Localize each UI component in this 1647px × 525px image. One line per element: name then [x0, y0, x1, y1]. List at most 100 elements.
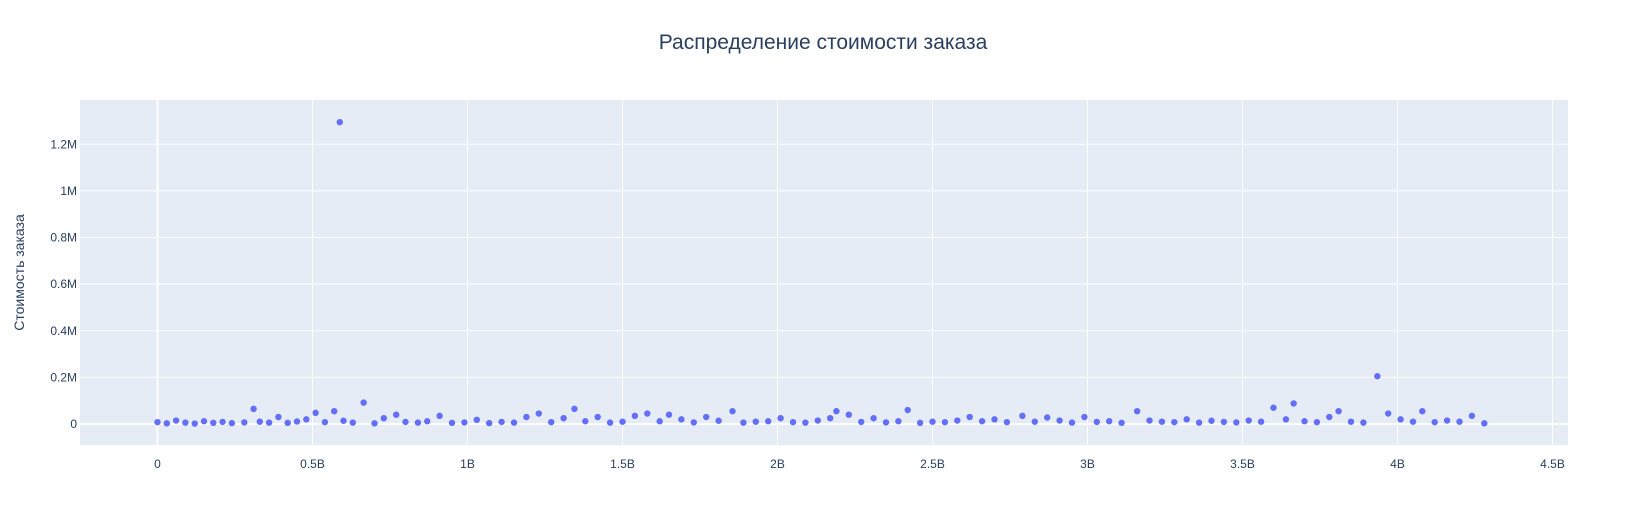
data-point	[473, 416, 480, 424]
data-point	[929, 418, 936, 425]
x-tick-label: 0.5B	[300, 457, 325, 471]
data-point	[349, 419, 356, 426]
chart-title: Распределение стоимости заказа	[659, 31, 988, 54]
data-point	[690, 419, 697, 426]
y-tick-label: 0.8M	[50, 231, 77, 245]
data-point	[1081, 413, 1088, 421]
data-point	[191, 420, 198, 427]
data-point	[424, 418, 431, 425]
data-point	[1118, 419, 1125, 427]
data-point	[802, 419, 809, 426]
data-point	[1419, 407, 1426, 415]
data-point	[1468, 412, 1476, 420]
data-point	[265, 419, 273, 426]
x-tick-label: 0	[154, 457, 161, 471]
data-point	[606, 419, 614, 426]
data-point	[560, 414, 567, 422]
data-point	[1257, 418, 1265, 425]
data-point	[1397, 416, 1404, 423]
data-point	[814, 417, 821, 424]
y-tick-label: 0.4M	[50, 324, 77, 338]
data-point	[631, 412, 639, 420]
data-point	[1245, 417, 1252, 424]
data-point	[1068, 419, 1076, 426]
data-point	[1456, 418, 1463, 425]
data-points	[154, 118, 1488, 427]
data-point	[371, 420, 378, 427]
data-point	[210, 419, 217, 427]
data-point	[219, 418, 226, 426]
data-point	[752, 418, 759, 425]
data-point	[827, 414, 834, 422]
data-point	[1290, 400, 1297, 407]
y-tick-label: 0	[70, 417, 77, 431]
data-point	[1056, 417, 1063, 424]
data-point	[954, 417, 961, 424]
data-point	[414, 419, 422, 426]
data-point	[777, 414, 784, 422]
data-point	[665, 411, 673, 418]
data-point	[1183, 416, 1190, 423]
zero-lines	[80, 100, 1568, 445]
data-point	[1044, 414, 1051, 421]
data-point	[336, 118, 343, 126]
grid-lines	[80, 100, 1568, 445]
data-point	[644, 410, 651, 417]
data-point	[172, 417, 180, 424]
data-point	[293, 418, 301, 425]
data-point	[200, 418, 208, 425]
data-point	[1093, 418, 1101, 426]
data-point	[966, 413, 973, 421]
y-tick-label: 0.6M	[50, 277, 77, 291]
data-point	[740, 419, 747, 426]
data-point	[1146, 417, 1153, 424]
x-tick-label: 2.5B	[920, 457, 945, 471]
data-point	[1347, 418, 1355, 425]
y-axis-ticks: 0 0.2M 0.4M 0.6M 0.8M 1M 1.2M	[50, 137, 77, 431]
data-point	[448, 419, 456, 427]
data-point	[1195, 419, 1203, 426]
data-point	[1031, 418, 1039, 425]
data-point	[1158, 418, 1166, 425]
data-point	[380, 414, 387, 422]
x-axis-ticks: 0 0.5B 1B 1.5B 2B 2.5B 3B 3.5B 4B 4.5B	[154, 457, 1565, 471]
data-point	[182, 419, 189, 426]
data-point	[340, 417, 347, 424]
data-point	[656, 418, 663, 425]
data-point	[991, 416, 998, 423]
data-point	[582, 418, 589, 425]
data-point	[729, 407, 736, 415]
data-point	[715, 417, 722, 424]
data-point	[402, 418, 409, 426]
data-point	[284, 419, 291, 427]
data-point	[1208, 417, 1215, 424]
data-point	[1282, 416, 1290, 423]
data-point	[275, 413, 282, 421]
data-point	[882, 419, 890, 426]
data-point	[303, 416, 310, 423]
data-point	[498, 418, 505, 426]
data-point	[256, 418, 263, 425]
data-point	[978, 418, 986, 425]
data-point	[250, 405, 257, 413]
data-point	[1220, 418, 1228, 426]
data-point	[1106, 418, 1113, 425]
data-point	[941, 418, 949, 426]
data-point	[1313, 418, 1321, 426]
data-point	[1133, 407, 1141, 415]
data-point	[1171, 418, 1178, 426]
y-tick-label: 1M	[60, 184, 77, 198]
data-point	[1385, 410, 1392, 417]
data-point	[1019, 412, 1026, 420]
data-point	[789, 418, 797, 426]
data-point	[312, 409, 319, 417]
data-point	[895, 418, 902, 425]
data-point	[870, 414, 877, 422]
data-point	[393, 411, 400, 418]
data-point	[1326, 413, 1333, 421]
x-tick-label: 1B	[460, 457, 475, 471]
data-point	[1431, 418, 1438, 426]
data-point	[436, 412, 443, 420]
plot-area	[80, 100, 1568, 445]
